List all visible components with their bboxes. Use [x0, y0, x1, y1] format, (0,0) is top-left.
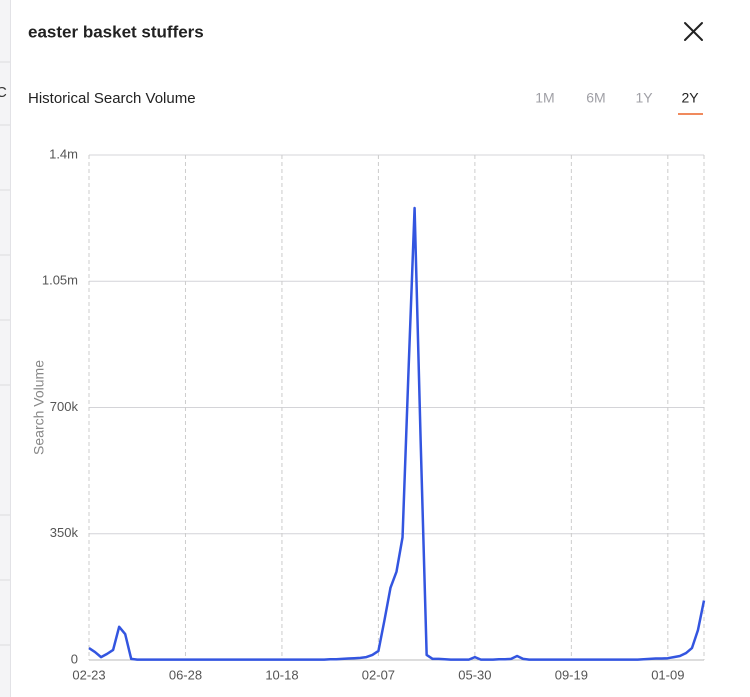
- x-tick-label: 06-28: [169, 667, 202, 682]
- tab-underline: [678, 113, 703, 115]
- y-tick-label: 1.4m: [49, 146, 78, 161]
- y-tick-label: 700k: [50, 399, 79, 414]
- y-axis-label: Search Volume: [31, 360, 47, 455]
- y-tick-label: 0: [71, 651, 78, 666]
- y-tick-label: 350k: [50, 525, 79, 540]
- x-tick-label: 01-09: [651, 667, 684, 682]
- tab[interactable]: 1M: [535, 90, 554, 106]
- underlying-page: [0, 0, 10, 697]
- x-tick-label: 02-23: [72, 667, 105, 682]
- close-button[interactable]: [684, 22, 703, 41]
- x-tick-label: 09-19: [555, 667, 588, 682]
- x-tick-label: 10-18: [265, 667, 298, 682]
- tab[interactable]: 1Y: [635, 90, 653, 106]
- section-title: Historical Search Volume: [28, 90, 196, 107]
- search-volume-line: [88, 206, 706, 661]
- tab[interactable]: 6M: [586, 90, 605, 106]
- y-tick-label: 1.05m: [42, 273, 78, 288]
- modal-title: easter basket stuffers: [28, 22, 204, 41]
- x-tick-label: 02-07: [362, 667, 395, 682]
- tab[interactable]: 2Y: [681, 90, 699, 106]
- x-tick-label: 05-30: [458, 667, 491, 682]
- background-text: C: [0, 84, 7, 101]
- modal: [10, 0, 750, 697]
